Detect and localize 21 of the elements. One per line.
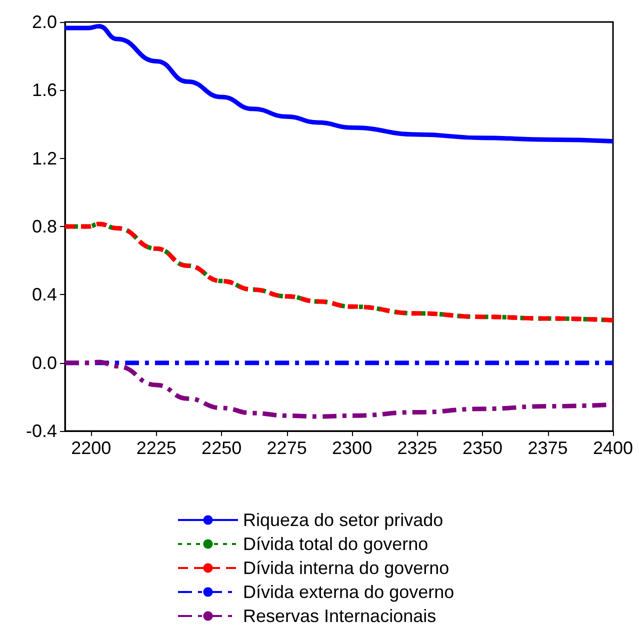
legend-label: Reservas Internacionais xyxy=(243,606,436,626)
x-tick-label: 2300 xyxy=(332,438,372,458)
x-tick-label: 2350 xyxy=(462,438,503,458)
x-tick-label: 2275 xyxy=(266,438,307,458)
y-tick-label: 2.0 xyxy=(32,12,57,32)
y-tick-label: 0.4 xyxy=(32,284,57,305)
x-tick-label: 2375 xyxy=(528,438,568,458)
x-tick-label: 2225 xyxy=(136,438,176,458)
legend-label: Dívida externa do governo xyxy=(243,582,454,602)
y-tick-label: 1.2 xyxy=(32,148,57,168)
x-tick-label: 2400 xyxy=(592,438,634,458)
y-tick-label: 1.6 xyxy=(32,80,57,100)
x-tick-label: 2250 xyxy=(202,438,242,458)
legend-label: Riqueza do setor privado xyxy=(243,510,444,530)
y-tick-label: 0.8 xyxy=(32,216,57,236)
y-tick-label: -0.4 xyxy=(26,421,57,441)
y-tick-label: 0.0 xyxy=(32,352,57,373)
legend-label: Dívida interna do governo xyxy=(243,558,450,578)
x-tick-label: 2325 xyxy=(397,438,438,458)
x-tick-label: 2200 xyxy=(71,438,112,458)
legend-label: Dívida total do governo xyxy=(243,534,428,554)
